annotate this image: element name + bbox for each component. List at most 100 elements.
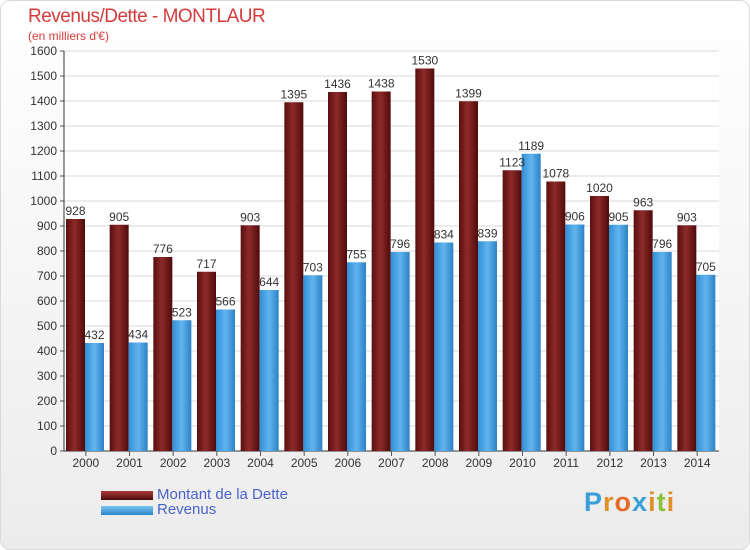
data-label-dette: 717 — [196, 257, 216, 271]
y-tick-label: 1100 — [31, 169, 57, 183]
y-tick-label: 900 — [37, 219, 57, 233]
bar-dette — [66, 219, 85, 451]
legend-swatch-revenus — [101, 506, 153, 515]
bar-revenus — [609, 224, 628, 451]
data-label-revenus: 839 — [477, 226, 497, 240]
bar-revenus — [259, 290, 279, 451]
x-tick-label: 2014 — [684, 456, 711, 470]
bar-dette — [197, 271, 216, 451]
legend-label-dette: Montant de la Dette — [157, 486, 288, 503]
x-tick-label: 2012 — [596, 456, 623, 470]
x-tick-label: 2002 — [160, 456, 187, 470]
bar-revenus — [390, 252, 410, 451]
bar-revenus — [478, 241, 497, 451]
data-label-dette: 1436 — [324, 77, 351, 91]
bar-revenus — [303, 275, 323, 451]
data-label-revenus: 705 — [696, 260, 716, 274]
bar-dette — [328, 92, 347, 451]
x-tick-label: 2007 — [378, 456, 405, 470]
data-label-revenus: 906 — [565, 210, 585, 224]
bar-revenus — [128, 342, 148, 451]
y-tick-label: 1600 — [30, 44, 57, 58]
x-tick-label: 2011 — [553, 456, 579, 470]
legend-swatch-dette — [101, 491, 153, 500]
data-label-revenus: 796 — [390, 237, 410, 251]
y-tick-label: 700 — [37, 269, 57, 283]
logo-letter: i — [648, 487, 657, 517]
data-label-dette: 1078 — [542, 167, 569, 181]
data-label-revenus: 796 — [652, 237, 672, 251]
bar-revenus — [85, 343, 104, 451]
logo-letter: x — [632, 487, 649, 517]
bar-dette — [153, 257, 173, 451]
y-tick-label: 400 — [37, 344, 57, 358]
bar-dette — [502, 170, 522, 451]
data-label-dette: 1020 — [586, 181, 613, 195]
x-tick-label: 2005 — [291, 456, 318, 470]
y-tick-label: 0 — [50, 444, 57, 458]
x-tick-label: 2010 — [509, 456, 536, 470]
bar-dette — [371, 91, 391, 451]
y-tick-label: 1400 — [30, 94, 57, 108]
bar-dette — [546, 181, 566, 451]
x-tick-label: 2000 — [72, 456, 99, 470]
data-label-dette: 1530 — [411, 54, 438, 68]
data-label-dette: 905 — [109, 210, 129, 224]
logo-letter: i — [666, 487, 676, 517]
data-label-revenus: 703 — [303, 260, 323, 274]
x-tick-label: 2008 — [422, 456, 449, 470]
x-tick-label: 2009 — [465, 456, 492, 470]
data-label-dette: 903 — [240, 210, 260, 224]
data-label-dette: 1399 — [455, 86, 482, 100]
data-label-dette: 1395 — [280, 87, 307, 101]
y-tick-label: 200 — [37, 394, 57, 408]
logo-letter: o — [614, 487, 633, 517]
bar-dette — [109, 224, 129, 451]
bar-dette — [459, 101, 478, 451]
y-tick-label: 1000 — [30, 194, 57, 208]
y-tick-label: 100 — [37, 419, 57, 433]
data-label-revenus: 834 — [434, 228, 454, 242]
data-label-dette: 1438 — [368, 77, 395, 91]
data-label-dette: 963 — [633, 195, 653, 209]
bar-dette — [677, 225, 697, 451]
logo-letter: P — [584, 487, 604, 517]
data-label-dette: 928 — [65, 204, 85, 218]
bar-dette — [240, 225, 260, 451]
bar-revenus — [172, 320, 192, 451]
data-label-revenus: 523 — [172, 305, 192, 319]
bar-dette — [415, 68, 435, 451]
bar-dette — [284, 102, 304, 451]
data-label-revenus: 1189 — [518, 139, 544, 153]
data-label-revenus: 644 — [259, 275, 279, 289]
y-tick-label: 600 — [37, 294, 57, 308]
data-label-revenus: 905 — [608, 210, 628, 224]
data-label-revenus: 755 — [346, 247, 366, 261]
y-tick-label: 300 — [37, 369, 57, 383]
data-label-revenus: 432 — [84, 328, 104, 342]
x-tick-label: 2013 — [640, 456, 667, 470]
y-tick-label: 1200 — [30, 144, 57, 158]
logo-letter: r — [603, 487, 615, 517]
legend-label-revenus: Revenus — [157, 501, 217, 518]
y-tick-label: 1300 — [30, 119, 57, 133]
data-label-dette: 903 — [677, 210, 697, 224]
proxiti-logo: Proxiti — [584, 487, 675, 518]
data-label-revenus: 434 — [128, 328, 148, 342]
x-tick-label: 2001 — [116, 456, 143, 470]
bar-revenus — [565, 224, 585, 451]
bar-revenus — [521, 153, 541, 451]
y-tick-label: 800 — [37, 244, 57, 258]
logo-letter: t — [656, 487, 667, 517]
y-tick-label: 1500 — [30, 69, 57, 83]
bar-revenus — [696, 274, 716, 451]
x-tick-label: 2004 — [247, 456, 274, 470]
bar-revenus — [652, 252, 672, 451]
chart-subtitle: (en milliers d'€) — [28, 29, 109, 43]
data-label-dette: 776 — [153, 242, 173, 256]
bar-dette — [633, 210, 653, 451]
data-label-dette: 1123 — [499, 155, 525, 169]
bar-dette — [590, 196, 609, 451]
